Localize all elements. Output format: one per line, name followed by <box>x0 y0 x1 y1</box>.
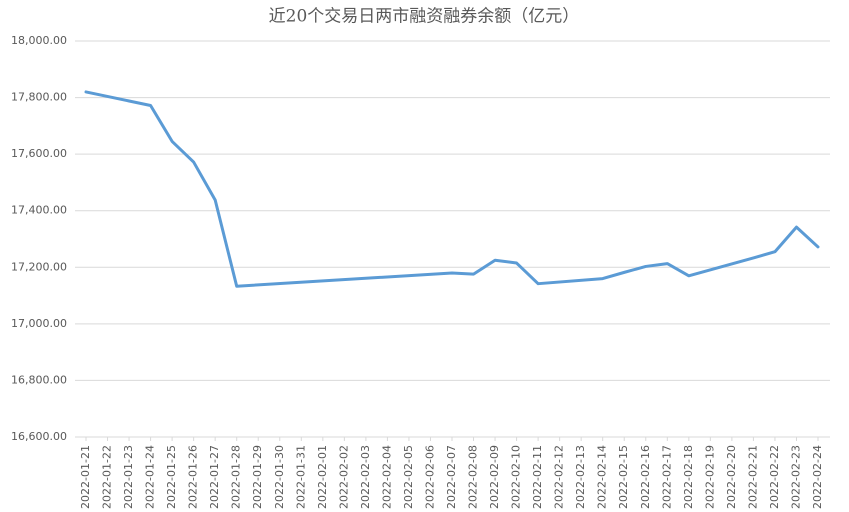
y-tick-label: 18,000.00 <box>11 34 67 47</box>
x-tick-label: 2022-02-20 <box>725 445 738 509</box>
x-tick-label: 2022-01-22 <box>101 445 114 509</box>
x-tick-label: 2022-02-12 <box>553 445 566 509</box>
x-tick-label: 2022-02-17 <box>660 445 673 509</box>
x-tick-label: 2022-02-24 <box>811 445 824 509</box>
x-tick-label: 2022-02-07 <box>445 445 458 509</box>
x-tick-label: 2022-01-25 <box>165 445 178 509</box>
x-tick-label: 2022-02-16 <box>639 445 652 509</box>
x-tick-label: 2022-02-11 <box>531 445 544 509</box>
x-tick-label: 2022-01-31 <box>294 445 307 509</box>
x-tick-label: 2022-02-04 <box>380 445 393 509</box>
y-tick-label: 16,800.00 <box>11 373 67 386</box>
x-tick-label: 2022-02-09 <box>488 445 501 509</box>
x-tick-label: 2022-01-24 <box>144 445 157 509</box>
x-tick-label: 2022-02-14 <box>596 445 609 509</box>
x-tick-label: 2022-02-21 <box>746 445 759 509</box>
x-tick-label: 2022-01-30 <box>273 445 286 509</box>
y-tick-label: 17,200.00 <box>11 260 67 273</box>
x-tick-label: 2022-02-19 <box>703 445 716 509</box>
y-tick-label: 17,600.00 <box>11 147 67 160</box>
x-tick-label: 2022-02-03 <box>359 445 372 509</box>
x-tick-label: 2022-01-26 <box>187 445 200 509</box>
x-tick-label: 2022-02-10 <box>510 445 523 509</box>
x-tick-label: 2022-02-05 <box>402 445 415 509</box>
y-tick-label: 17,000.00 <box>11 317 67 330</box>
x-tick-label: 2022-02-18 <box>682 445 695 509</box>
y-tick-label: 16,600.00 <box>11 430 67 443</box>
x-tick-label: 2022-02-02 <box>337 445 350 509</box>
chart-title: 近20个交易日两市融资融券余额（亿元） <box>269 7 580 27</box>
x-tick-label: 2022-02-06 <box>423 445 436 509</box>
y-tick-label: 17,400.00 <box>11 204 67 217</box>
x-tick-label: 2022-01-21 <box>79 445 92 509</box>
x-tick-label: 2022-02-13 <box>574 445 587 509</box>
x-tick-label: 2022-01-23 <box>122 445 135 509</box>
x-tick-label: 2022-01-28 <box>230 445 243 509</box>
x-tick-label: 2022-02-08 <box>467 445 480 509</box>
x-tick-label: 2022-02-15 <box>617 445 630 509</box>
data-line <box>84 90 820 288</box>
x-tick-label: 2022-02-22 <box>768 445 781 509</box>
x-tick-label: 2022-02-01 <box>316 445 329 509</box>
x-tick-label: 2022-01-27 <box>208 445 221 509</box>
x-tick-label: 2022-02-23 <box>789 445 802 509</box>
x-tick-label: 2022-01-29 <box>251 445 264 509</box>
y-tick-label: 17,800.00 <box>11 91 67 104</box>
